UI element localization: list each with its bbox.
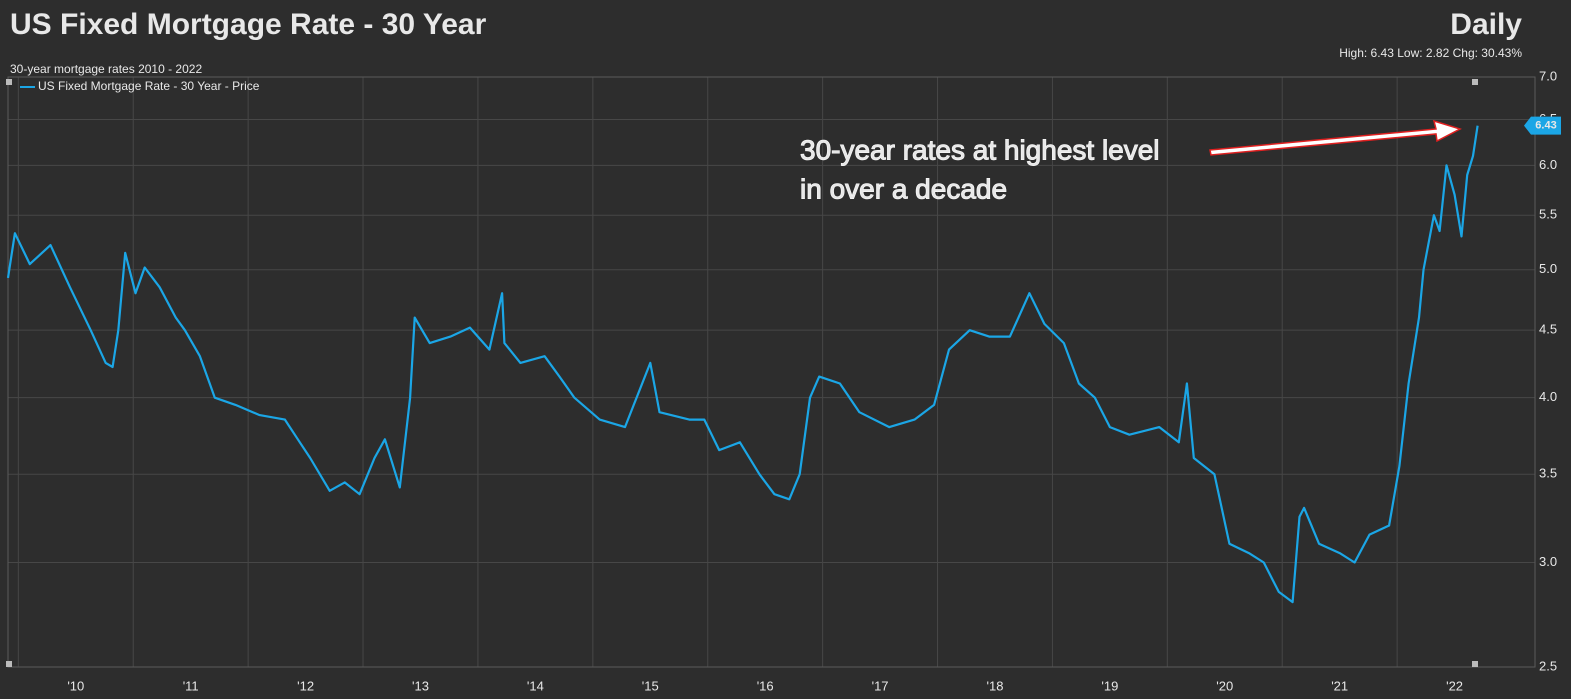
- corner-handle: [1472, 79, 1478, 85]
- corner-handle: [6, 661, 12, 667]
- x-tick-label: '14: [527, 678, 544, 693]
- annotation-arrow: [1209, 119, 1462, 156]
- x-tick-label: '12: [297, 678, 314, 693]
- frequency: Daily: [1450, 8, 1522, 41]
- corner-handle: [6, 79, 12, 85]
- x-tick-label: '15: [642, 678, 659, 693]
- stats: High: 6.43 Low: 2.82 Chg: 30.43%: [1339, 46, 1522, 60]
- y-tick-label: 3.5: [1539, 466, 1557, 481]
- y-tick-label: 4.0: [1539, 389, 1557, 404]
- x-tick-label: '16: [757, 678, 774, 693]
- x-tick-label: '20: [1216, 678, 1233, 693]
- x-tick-label: '19: [1101, 678, 1118, 693]
- chart-title: US Fixed Mortgage Rate - 30 Year: [10, 8, 487, 41]
- x-tick-label: '21: [1331, 678, 1348, 693]
- annotation-line: in over a decade: [800, 173, 1007, 204]
- x-tick-label: '18: [987, 678, 1004, 693]
- y-tick-label: 5.0: [1539, 261, 1557, 276]
- y-tick-label: 4.5: [1539, 322, 1557, 337]
- y-tick-label: 5.5: [1539, 207, 1557, 222]
- annotation-line: 30-year rates at highest level: [800, 134, 1160, 165]
- x-tick-label: '22: [1446, 678, 1463, 693]
- x-tick-label: '17: [872, 678, 889, 693]
- corner-handle: [1472, 661, 1478, 667]
- x-tick-label: '10: [67, 678, 84, 693]
- last-value-label: 6.43: [1535, 120, 1556, 132]
- x-tick-label: '11: [183, 678, 199, 693]
- y-tick-label: 6.0: [1539, 157, 1557, 172]
- line-series: [6, 125, 1479, 604]
- y-tick-label: 7.0: [1539, 68, 1557, 83]
- y-tick-label: 2.5: [1539, 658, 1557, 673]
- legend-label: US Fixed Mortgage Rate - 30 Year - Price: [38, 79, 260, 93]
- x-tick-label: '13: [412, 678, 429, 693]
- annotation: 30-year rates at highest level in over a…: [800, 119, 1462, 205]
- marks: 6.43: [6, 116, 1561, 604]
- subtitle: 30-year mortgage rates 2010 - 2022: [10, 62, 202, 76]
- last-value-tag: [1524, 116, 1561, 135]
- y-tick-label: 3.0: [1539, 554, 1557, 569]
- plot-frame: [7, 76, 1536, 668]
